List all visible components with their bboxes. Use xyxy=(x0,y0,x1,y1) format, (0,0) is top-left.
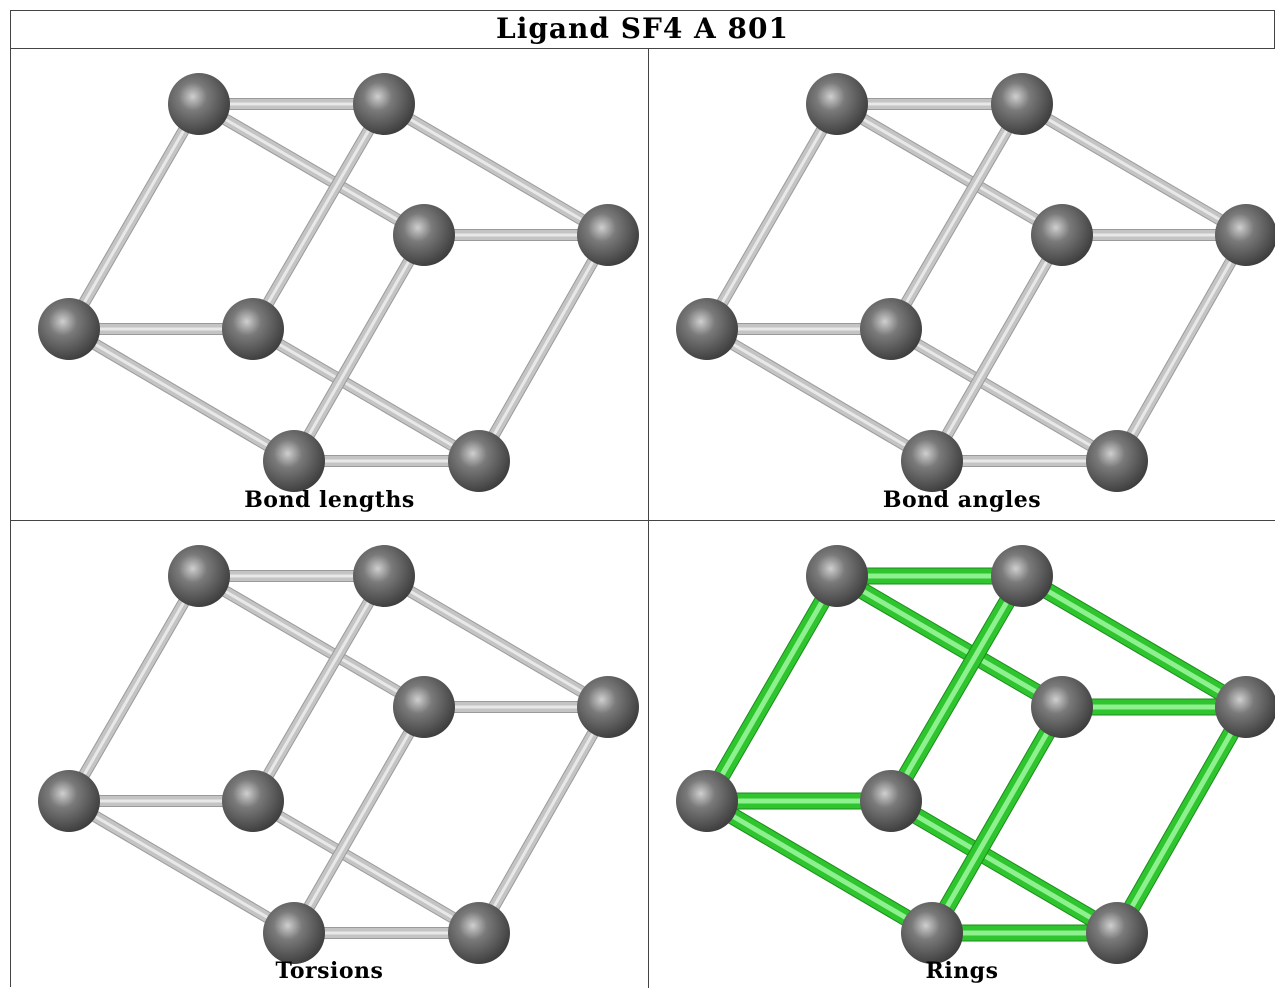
atom-5 xyxy=(38,298,100,360)
bond-11 xyxy=(288,229,430,467)
atom-3 xyxy=(393,676,455,738)
panel-caption-bond-lengths: Bond lengths xyxy=(244,487,415,513)
atom-1 xyxy=(168,73,230,135)
bond-11 xyxy=(923,698,1071,942)
atom-5 xyxy=(676,298,738,360)
panel-torsions: Torsions xyxy=(11,521,649,988)
atom-2 xyxy=(991,545,1053,607)
bond-6 xyxy=(698,792,941,942)
atom-8 xyxy=(1086,430,1148,492)
bond-6 xyxy=(701,323,938,467)
atom-7 xyxy=(901,902,963,964)
bond-10 xyxy=(247,98,390,335)
atom-7 xyxy=(263,902,325,964)
bond-9 xyxy=(698,567,846,810)
molecule-view-rings xyxy=(676,545,1275,964)
bond-10 xyxy=(885,98,1028,335)
panel-bond-angles: Bond angles xyxy=(649,49,1275,521)
atom-2 xyxy=(991,73,1053,135)
atom-2 xyxy=(353,545,415,607)
figure-frame: Ligand SF4 A 801 Bond lengths Bond angle… xyxy=(10,10,1275,988)
atom-6 xyxy=(222,298,284,360)
atom-1 xyxy=(806,73,868,135)
atom-2 xyxy=(353,73,415,135)
atom-6 xyxy=(222,770,284,832)
atom-4 xyxy=(577,676,639,738)
bond-3 xyxy=(1016,98,1252,241)
atom-7 xyxy=(901,430,963,492)
molecule-view-bond-lengths xyxy=(38,73,639,492)
atom-8 xyxy=(448,902,510,964)
molecule-view-torsions xyxy=(38,545,639,964)
atom-3 xyxy=(1031,204,1093,266)
bond-2 xyxy=(828,567,1071,716)
bond-6 xyxy=(63,795,300,939)
figure-title: Ligand SF4 A 801 xyxy=(11,11,1275,49)
atom-5 xyxy=(676,770,738,832)
bond-10 xyxy=(247,570,390,807)
atom-4 xyxy=(577,204,639,266)
bond-12 xyxy=(473,701,614,939)
atom-4 xyxy=(1215,204,1275,266)
bond-9 xyxy=(63,98,205,335)
panel-caption-bond-angles: Bond angles xyxy=(882,487,1042,513)
atom-3 xyxy=(393,204,455,266)
bond-2 xyxy=(193,98,430,241)
bond-12 xyxy=(473,229,614,467)
bond-11 xyxy=(926,229,1068,467)
bond-9 xyxy=(701,98,843,335)
bond-10 xyxy=(882,567,1031,810)
panel-bond-lengths: Bond lengths xyxy=(11,49,649,521)
bond-7 xyxy=(247,795,485,939)
atom-4 xyxy=(1215,676,1275,738)
atom-6 xyxy=(860,298,922,360)
bond-2 xyxy=(193,570,430,713)
atom-5 xyxy=(38,770,100,832)
atom-6 xyxy=(860,770,922,832)
bond-6 xyxy=(63,323,300,467)
bond-7 xyxy=(247,323,485,467)
atom-1 xyxy=(168,545,230,607)
panel-caption-rings: Rings xyxy=(925,958,999,984)
atom-8 xyxy=(1086,902,1148,964)
molecule-view-bond-angles xyxy=(676,73,1275,492)
atom-7 xyxy=(263,430,325,492)
bond-12 xyxy=(1111,229,1252,467)
bond-9 xyxy=(63,570,205,807)
bond-7 xyxy=(885,323,1123,467)
panel-rings: Rings xyxy=(649,521,1275,988)
bond-11 xyxy=(288,701,430,939)
bond-3 xyxy=(1013,567,1255,716)
panel-caption-torsions: Torsions xyxy=(275,958,384,984)
bond-3 xyxy=(378,98,614,241)
bond-3 xyxy=(378,570,614,713)
bond-12 xyxy=(1108,698,1255,942)
atom-8 xyxy=(448,430,510,492)
bond-7 xyxy=(882,792,1126,942)
atom-3 xyxy=(1031,676,1093,738)
bond-2 xyxy=(831,98,1068,241)
atom-1 xyxy=(806,545,868,607)
